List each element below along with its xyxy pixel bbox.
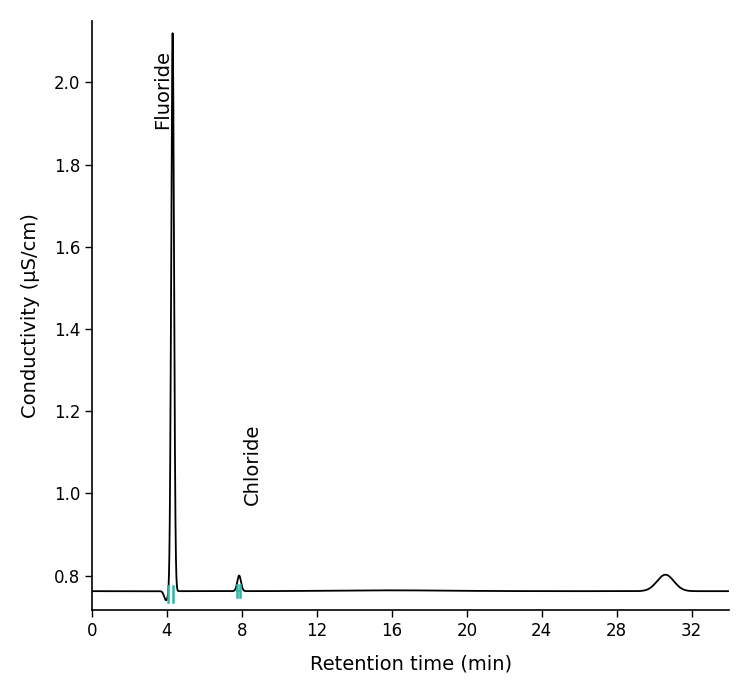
Y-axis label: Conductivity (μS/cm): Conductivity (μS/cm) — [21, 213, 40, 418]
Text: Chloride: Chloride — [243, 423, 262, 505]
X-axis label: Retention time (min): Retention time (min) — [310, 654, 512, 673]
Text: Fluoride: Fluoride — [153, 49, 172, 128]
